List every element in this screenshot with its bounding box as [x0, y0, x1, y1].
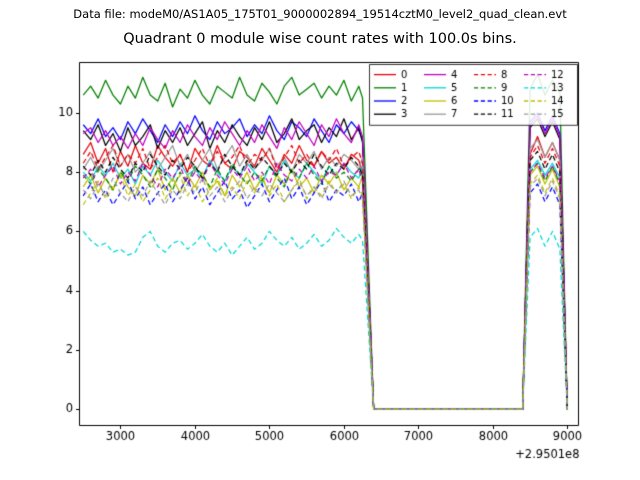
figure-canvas: Data file: modeM0/AS1A05_175T01_90000028… — [0, 0, 640, 480]
count-rate-line-chart — [0, 0, 640, 480]
